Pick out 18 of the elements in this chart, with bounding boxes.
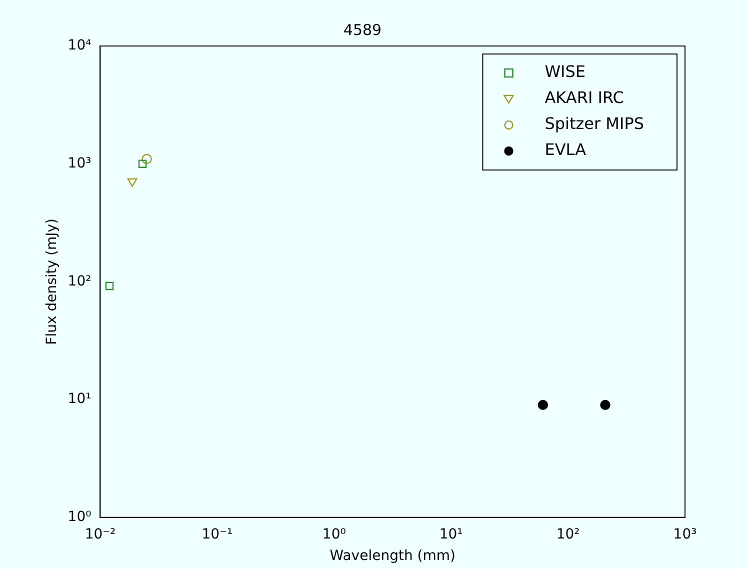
y-axis-title: Flux density (mJy) <box>44 218 60 345</box>
y-tick-label: 10⁰ <box>68 509 92 526</box>
x-tick-label: 10³ <box>673 526 697 542</box>
y-tick-label: 10¹ <box>68 391 92 408</box>
legend-label: Spitzer MIPS <box>544 114 644 134</box>
x-tick-label: 10⁰ <box>322 526 346 542</box>
legend-label: EVLA <box>544 140 586 160</box>
chart-title: 4589 <box>343 20 382 39</box>
x-axis-title: Wavelength (mm) <box>330 548 456 564</box>
x-tick-label: 10¹ <box>439 526 463 542</box>
legend-label: WISE <box>544 62 586 82</box>
legend-label: AKARI IRC <box>544 88 624 108</box>
y-tick-label: 10³ <box>68 155 92 172</box>
x-tick-label: 10⁻¹ <box>202 526 233 542</box>
y-tick-label: 10² <box>68 273 92 290</box>
y-tick-label: 10⁴ <box>68 38 92 54</box>
x-tick-label: 10⁻² <box>84 526 116 542</box>
x-tick-label: 10² <box>556 526 580 542</box>
